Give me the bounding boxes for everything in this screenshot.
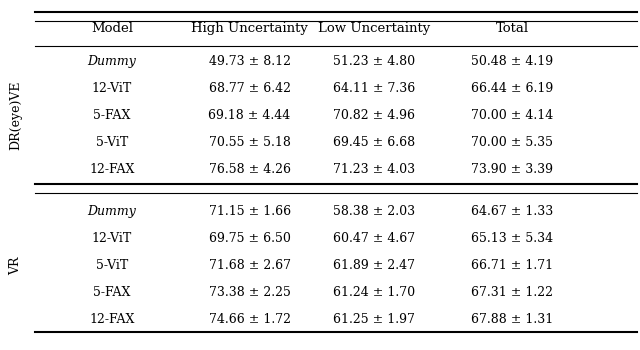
Text: 51.23 ± 4.80: 51.23 ± 4.80 [333,55,415,68]
Text: 71.68 ± 2.67: 71.68 ± 2.67 [209,259,291,272]
Text: 58.38 ± 2.03: 58.38 ± 2.03 [333,205,415,218]
Text: 74.66 ± 1.72: 74.66 ± 1.72 [209,313,291,326]
Text: 12-ViT: 12-ViT [92,82,132,95]
Text: 69.18 ± 4.44: 69.18 ± 4.44 [209,109,291,122]
Text: 5-ViT: 5-ViT [96,136,128,149]
Text: 64.11 ± 7.36: 64.11 ± 7.36 [333,82,415,95]
Text: 76.58 ± 4.26: 76.58 ± 4.26 [209,163,291,176]
Text: 5-FAX: 5-FAX [93,286,131,299]
Text: Low Uncertainty: Low Uncertainty [318,22,431,35]
Text: VR: VR [10,256,22,274]
Text: Total: Total [495,22,529,35]
Text: 70.55 ± 5.18: 70.55 ± 5.18 [209,136,291,149]
Text: 71.23 ± 4.03: 71.23 ± 4.03 [333,163,415,176]
Text: 71.15 ± 1.66: 71.15 ± 1.66 [209,205,291,218]
Text: 69.75 ± 6.50: 69.75 ± 6.50 [209,232,291,245]
Text: 61.24 ± 1.70: 61.24 ± 1.70 [333,286,415,299]
Text: 5-ViT: 5-ViT [96,259,128,272]
Text: 65.13 ± 5.34: 65.13 ± 5.34 [471,232,553,245]
Text: 64.67 ± 1.33: 64.67 ± 1.33 [471,205,553,218]
Text: 70.82 ± 4.96: 70.82 ± 4.96 [333,109,415,122]
Text: 67.31 ± 1.22: 67.31 ± 1.22 [471,286,553,299]
Text: Model: Model [91,22,133,35]
Text: High Uncertainty: High Uncertainty [191,22,308,35]
Text: 66.44 ± 6.19: 66.44 ± 6.19 [471,82,553,95]
Text: 61.89 ± 2.47: 61.89 ± 2.47 [333,259,415,272]
Text: Dummy: Dummy [88,205,136,218]
Text: 49.73 ± 8.12: 49.73 ± 8.12 [209,55,291,68]
Text: 5-FAX: 5-FAX [93,109,131,122]
Text: Dummy: Dummy [88,55,136,68]
Text: 70.00 ± 4.14: 70.00 ± 4.14 [471,109,553,122]
Text: 12-FAX: 12-FAX [90,163,134,176]
Text: 60.47 ± 4.67: 60.47 ± 4.67 [333,232,415,245]
Text: 12-ViT: 12-ViT [92,232,132,245]
Text: 12-FAX: 12-FAX [90,313,134,326]
Text: 73.38 ± 2.25: 73.38 ± 2.25 [209,286,291,299]
Text: DR(eye)VE: DR(eye)VE [10,81,22,150]
Text: 66.71 ± 1.71: 66.71 ± 1.71 [471,259,553,272]
Text: 61.25 ± 1.97: 61.25 ± 1.97 [333,313,415,326]
Text: 69.45 ± 6.68: 69.45 ± 6.68 [333,136,415,149]
Text: 73.90 ± 3.39: 73.90 ± 3.39 [471,163,553,176]
Text: 70.00 ± 5.35: 70.00 ± 5.35 [471,136,553,149]
Text: 50.48 ± 4.19: 50.48 ± 4.19 [471,55,553,68]
Text: 67.88 ± 1.31: 67.88 ± 1.31 [471,313,553,326]
Text: 68.77 ± 6.42: 68.77 ± 6.42 [209,82,291,95]
